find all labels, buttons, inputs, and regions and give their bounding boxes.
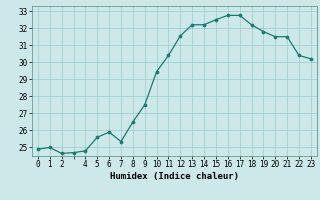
X-axis label: Humidex (Indice chaleur): Humidex (Indice chaleur) [110,172,239,181]
